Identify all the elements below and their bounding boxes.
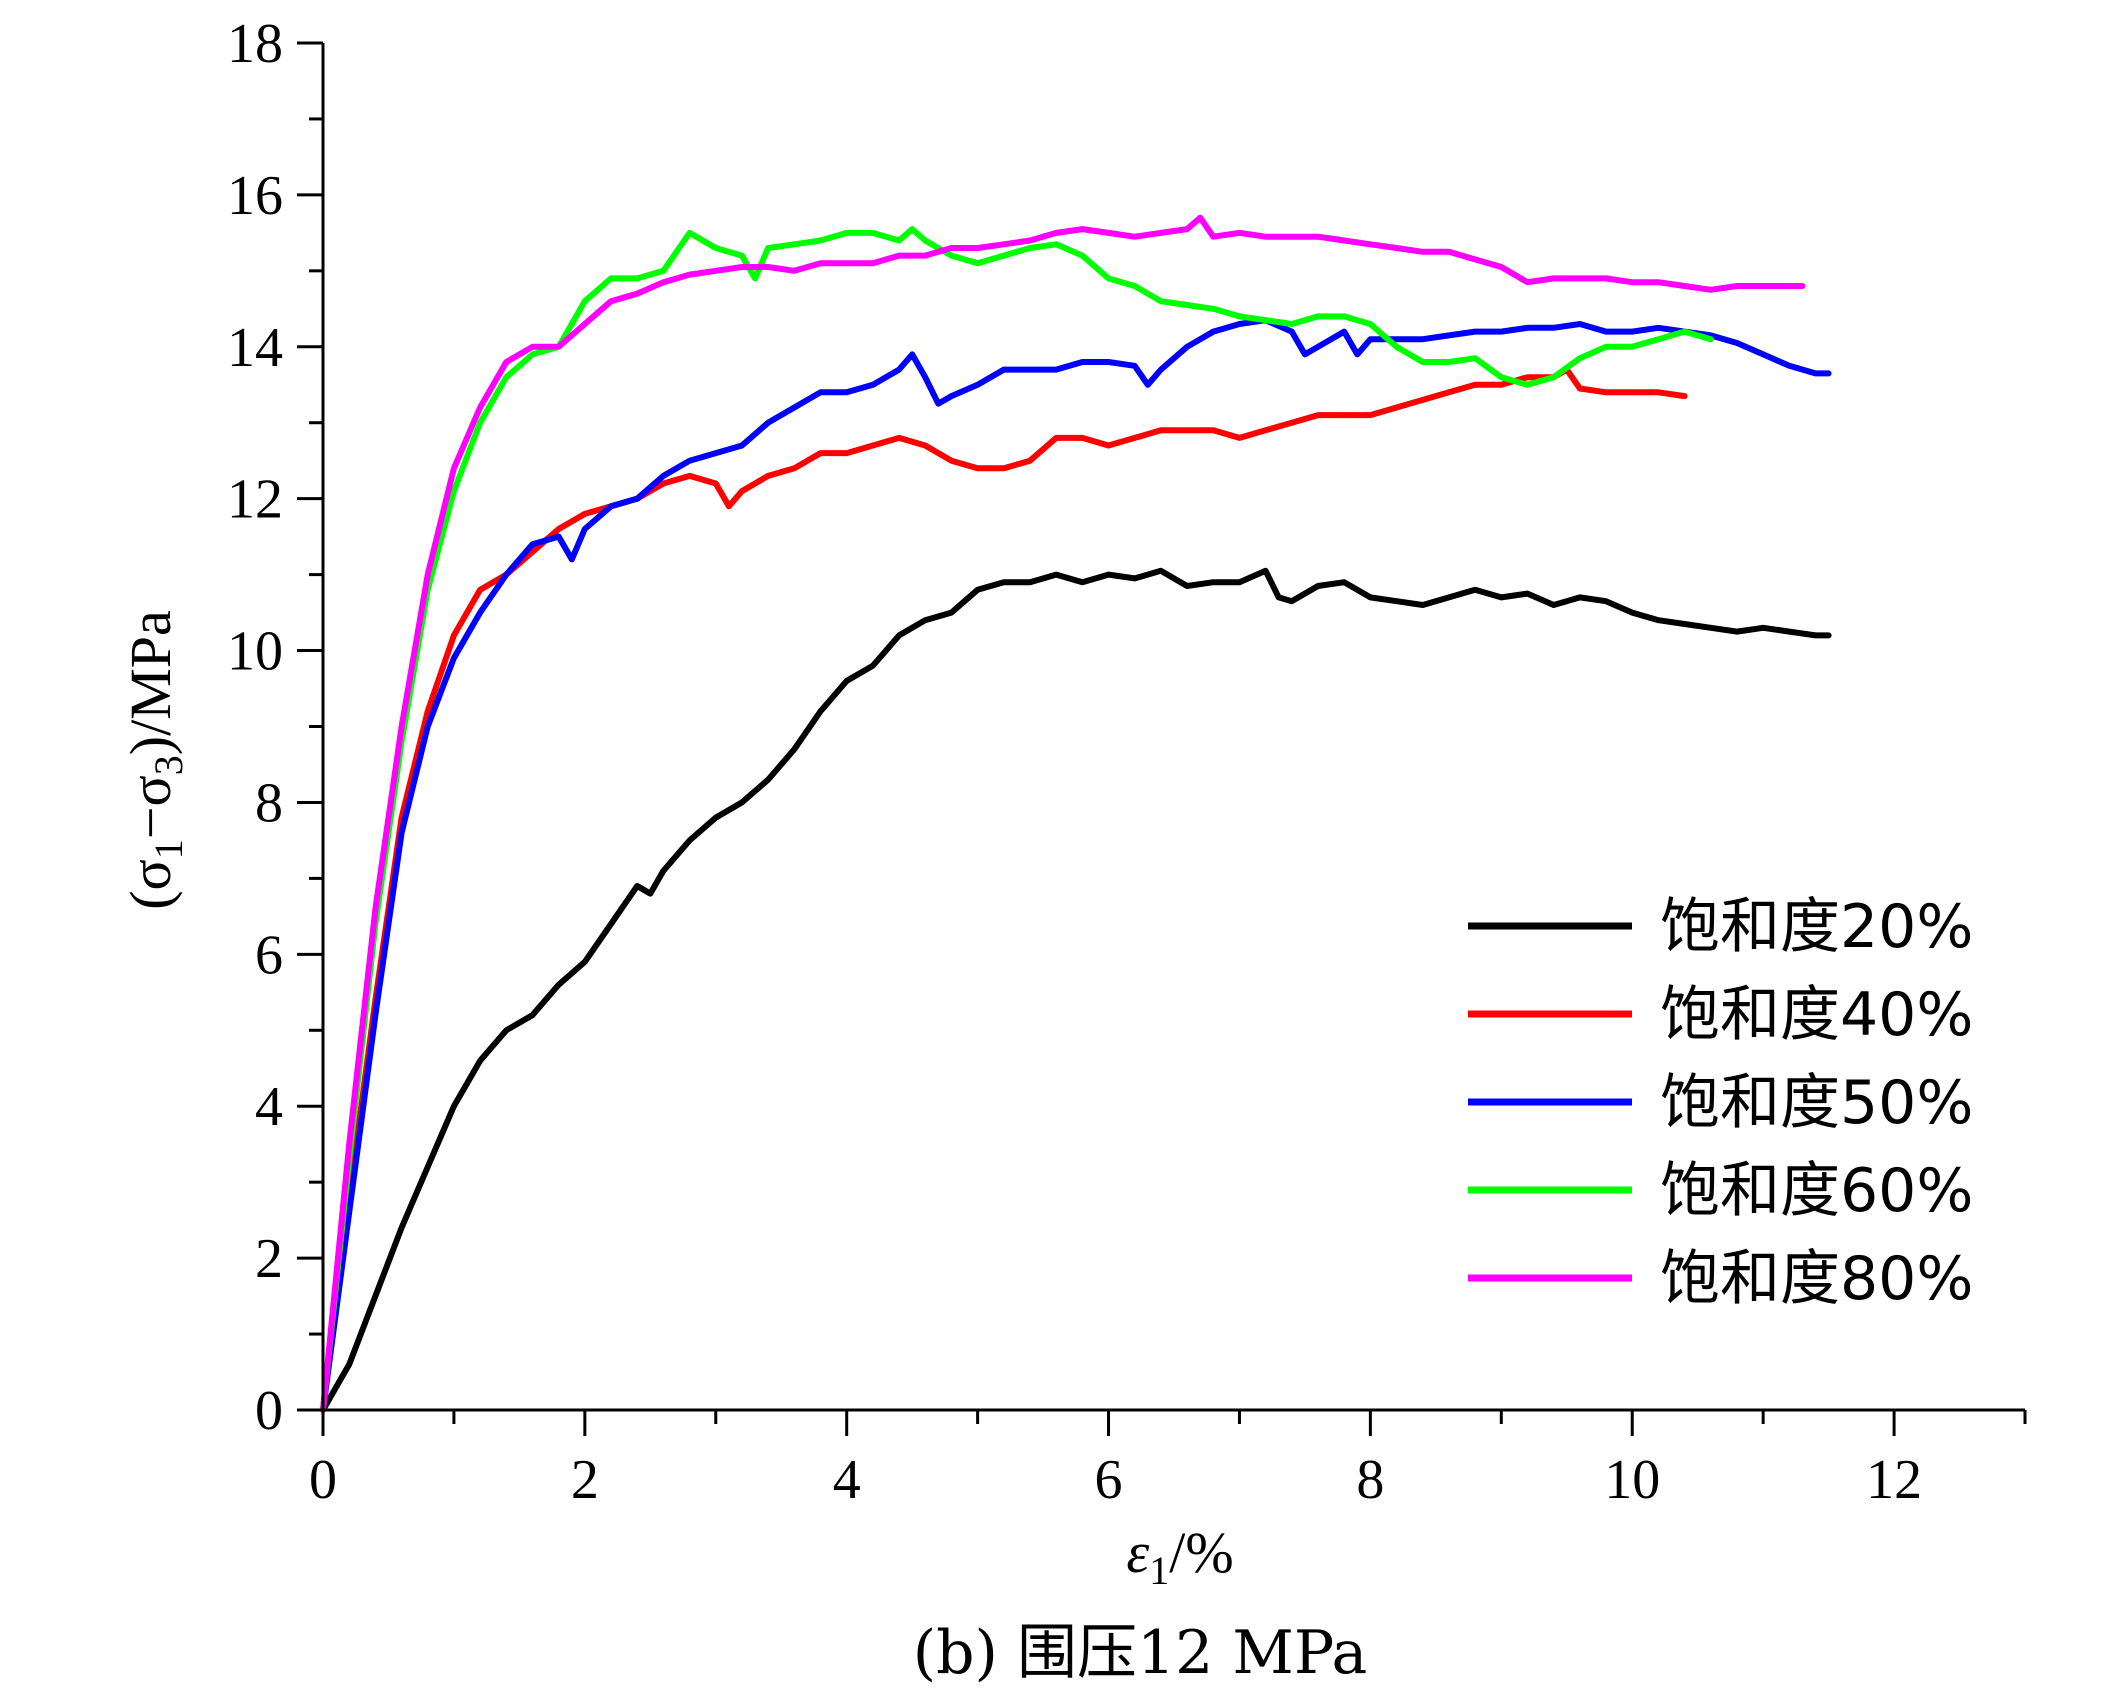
figure-caption: (b) 围压12 MPa [913, 1618, 1368, 1688]
x-tick-label: 6 [1095, 1449, 1123, 1511]
x-tick-label: 8 [1356, 1449, 1384, 1511]
y-axis-label: (σ1−σ3)/MPa [118, 610, 191, 910]
x-tick-label: 12 [1866, 1449, 1922, 1511]
y-tick-label: 10 [227, 621, 283, 683]
series-line-1 [320, 567, 1832, 1413]
legend-label-5: 饱和度80% [1660, 1244, 1973, 1314]
plot-series [320, 214, 1832, 1413]
legend-label-1: 饱和度20% [1660, 892, 1973, 962]
series-line-5 [320, 214, 1806, 1413]
y-tick-label: 18 [227, 13, 283, 75]
y-tick-label: 4 [255, 1076, 283, 1138]
x-tick-label: 2 [571, 1449, 599, 1511]
axis-ticks: 0 2 4 6 8 10 12 14 16 18 0 2 4 6 8 10 12 [227, 13, 2027, 1511]
y-tick-label: 2 [255, 1228, 283, 1290]
legend-label-3: 饱和度50% [1660, 1068, 1973, 1138]
y-tick-label: 8 [255, 772, 283, 834]
y-tick-label: 16 [227, 165, 283, 227]
x-tick-label: 10 [1604, 1449, 1660, 1511]
legend: 饱和度20% 饱和度40% 饱和度50% 饱和度60% 饱和度80% [1468, 892, 1973, 1314]
series-line-2 [320, 366, 1688, 1413]
series-line-3 [320, 317, 1832, 1413]
y-tick-label: 14 [227, 317, 283, 379]
y-tick-label: 6 [255, 924, 283, 986]
x-axis-label: ε1/% [1126, 1520, 1233, 1593]
legend-label-4: 饱和度60% [1660, 1156, 1973, 1226]
legend-label-2: 饱和度40% [1660, 980, 1973, 1050]
y-tick-label: 0 [255, 1380, 283, 1442]
y-tick-label: 12 [227, 469, 283, 531]
x-tick-label: 0 [309, 1449, 337, 1511]
x-tick-label: 4 [833, 1449, 861, 1511]
